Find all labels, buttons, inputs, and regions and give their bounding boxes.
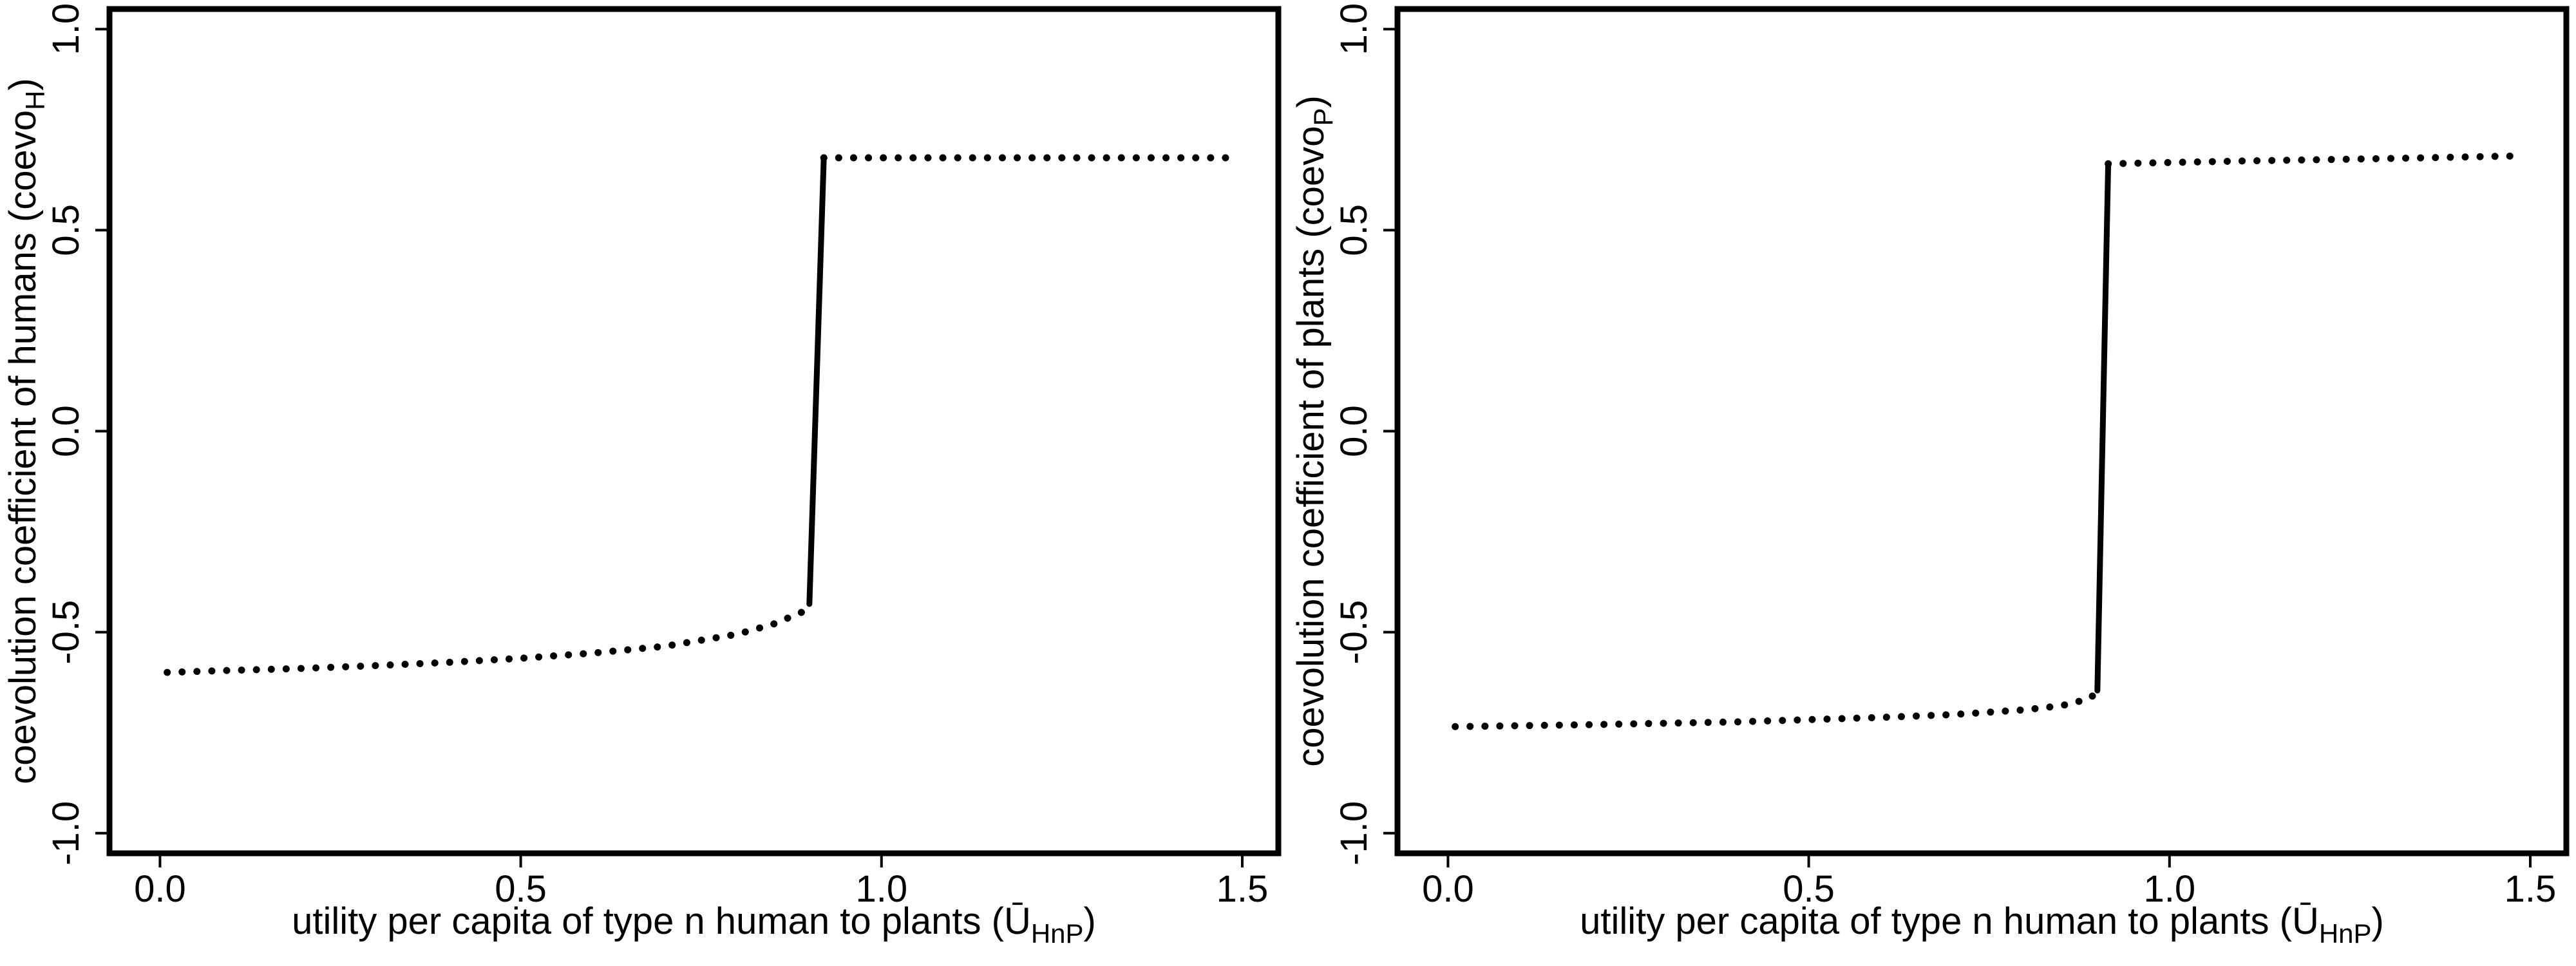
y-tick-label: -0.5 (45, 600, 87, 665)
x-tick-label: 0.0 (134, 868, 186, 910)
y-axis-label-text: coevolution coefficient of plants (coevo (1290, 126, 1332, 767)
y-tick-label: 1.0 (1333, 3, 1375, 55)
y-tick-label: 0.5 (45, 204, 87, 256)
x-axis-label-tail: ) (2372, 900, 2384, 942)
x-axis-label-sub: HnP (2319, 918, 2372, 949)
x-axis-label-sub: HnP (1031, 918, 1084, 949)
y-tick-label: 1.0 (45, 3, 87, 55)
y-axis-label-text: coevolution coefficient of humans (coevo (2, 110, 44, 784)
x-axis-label: utility per capita of type n human to pl… (292, 900, 1096, 949)
y-tick-label: 0.5 (1333, 204, 1375, 256)
x-tick-label: 1.5 (2505, 868, 2557, 910)
solid-jump-line (2094, 160, 2112, 694)
dotted-series-line (164, 600, 813, 676)
y-axis-label: coevolution coefficient of humans (coevo… (2, 78, 50, 784)
y-axis-label-sub: H (20, 91, 50, 110)
dotted-series-line (1452, 687, 2101, 730)
y-tick-label: 0.0 (1333, 405, 1375, 457)
dotted-series-line (2105, 152, 2527, 167)
x-axis-label: utility per capita of type n human to pl… (1580, 900, 2384, 949)
x-tick-label: 1.5 (1217, 868, 1269, 910)
x-tick-label: 1.0 (2143, 868, 2195, 910)
x-tick-label: 0.5 (1783, 868, 1835, 910)
y-tick-label: -1.0 (1333, 801, 1375, 866)
y-tick-label: -1.0 (45, 801, 87, 866)
x-tick-label: 0.0 (1422, 868, 1474, 910)
y-axis-label-tail: ) (2, 78, 44, 90)
solid-jump-line (806, 155, 827, 607)
x-tick-label: 1.0 (855, 868, 907, 910)
x-tick-label: 0.5 (495, 868, 547, 910)
x-axis-label-text: utility per capita of type n human to pl… (292, 900, 1031, 942)
plot-frame (106, 6, 1282, 857)
x-axis-label-tail: ) (1084, 900, 1096, 942)
y-tick-label: -0.5 (1333, 600, 1375, 665)
x-axis-label-text: utility per capita of type n human to pl… (1580, 900, 2319, 942)
y-axis-label-tail: ) (1290, 95, 1332, 108)
y-tick-label: 0.0 (45, 405, 87, 457)
y-axis-label-sub: P (1308, 108, 1338, 126)
y-axis-label: coevolution coefficient of plants (coevo… (1290, 95, 1338, 767)
